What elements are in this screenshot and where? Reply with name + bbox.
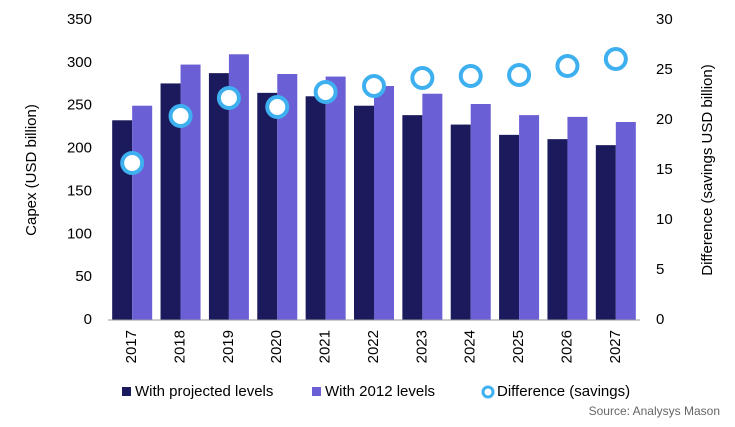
- point: [168, 104, 193, 128]
- bar: [470, 104, 491, 320]
- bar: [422, 93, 443, 320]
- legend-swatch: [122, 387, 131, 396]
- y2-tick-label: 20: [656, 111, 673, 128]
- x-tick-label: 2022: [365, 330, 382, 363]
- y-tick-label: 100: [67, 225, 92, 242]
- x-tick-label: 2025: [510, 330, 527, 363]
- x-tick-label: 2024: [462, 330, 479, 363]
- x-tick-label: 2017: [123, 330, 140, 363]
- point: [603, 47, 628, 71]
- y-tick-label: 300: [67, 54, 92, 71]
- y2-tick-label: 15: [656, 161, 673, 178]
- bar: [547, 139, 568, 320]
- point: [555, 54, 580, 78]
- bar: [112, 120, 133, 321]
- legend-swatch: [481, 385, 495, 399]
- bar: [228, 54, 249, 321]
- bar: [519, 115, 540, 321]
- x-tick-label: 2027: [607, 330, 624, 363]
- y-tick-label: 0: [84, 311, 92, 328]
- x-tick-label: 2023: [413, 330, 430, 363]
- y-tick-label: 200: [67, 140, 92, 157]
- y-axis-label: Capex (USD billion): [23, 104, 40, 236]
- y2-tick-label: 10: [656, 211, 673, 228]
- x-tick-label: 2020: [268, 330, 285, 363]
- bar: [374, 86, 394, 320]
- bar: [450, 124, 471, 320]
- legend-label: With projected levels: [135, 383, 273, 400]
- point: [362, 74, 386, 98]
- bar: [132, 105, 153, 320]
- point: [120, 151, 145, 175]
- point: [458, 64, 483, 88]
- bar: [567, 116, 588, 320]
- y-tick-label: 350: [67, 11, 92, 28]
- legend-label: With 2012 levels: [325, 383, 435, 400]
- bar: [354, 105, 374, 320]
- x-tick-label: 2026: [558, 330, 575, 363]
- legend-swatch: [312, 387, 321, 396]
- source: Source: Analysys Mason: [589, 404, 720, 418]
- y-tick-label: 50: [75, 268, 92, 285]
- point: [507, 63, 532, 87]
- point: [410, 66, 435, 90]
- y2-tick-label: 5: [656, 261, 664, 278]
- y-tick-label: 150: [67, 182, 92, 199]
- point: [216, 86, 241, 110]
- bar: [325, 76, 346, 320]
- bar: [402, 115, 423, 321]
- bar: [499, 134, 520, 320]
- point: [265, 95, 290, 119]
- y2-tick-label: 0: [656, 311, 664, 328]
- x-tick-label: 2019: [220, 330, 237, 363]
- bar: [595, 145, 616, 320]
- point: [313, 80, 338, 104]
- bar: [257, 92, 278, 320]
- y2-axis-label: Difference (savings USD billion): [699, 64, 716, 275]
- x-tick-label: 2018: [172, 330, 189, 363]
- bar: [615, 122, 636, 320]
- bar: [208, 73, 229, 321]
- x-tick-label: 2021: [317, 330, 334, 363]
- bar: [305, 96, 326, 321]
- bar: [160, 83, 181, 320]
- y2-tick-label: 30: [656, 11, 673, 28]
- y2-tick-label: 25: [656, 61, 673, 78]
- bar: [180, 64, 201, 320]
- y-tick-label: 250: [67, 97, 92, 114]
- bar: [277, 74, 298, 320]
- legend-label: Difference (savings): [497, 383, 630, 400]
